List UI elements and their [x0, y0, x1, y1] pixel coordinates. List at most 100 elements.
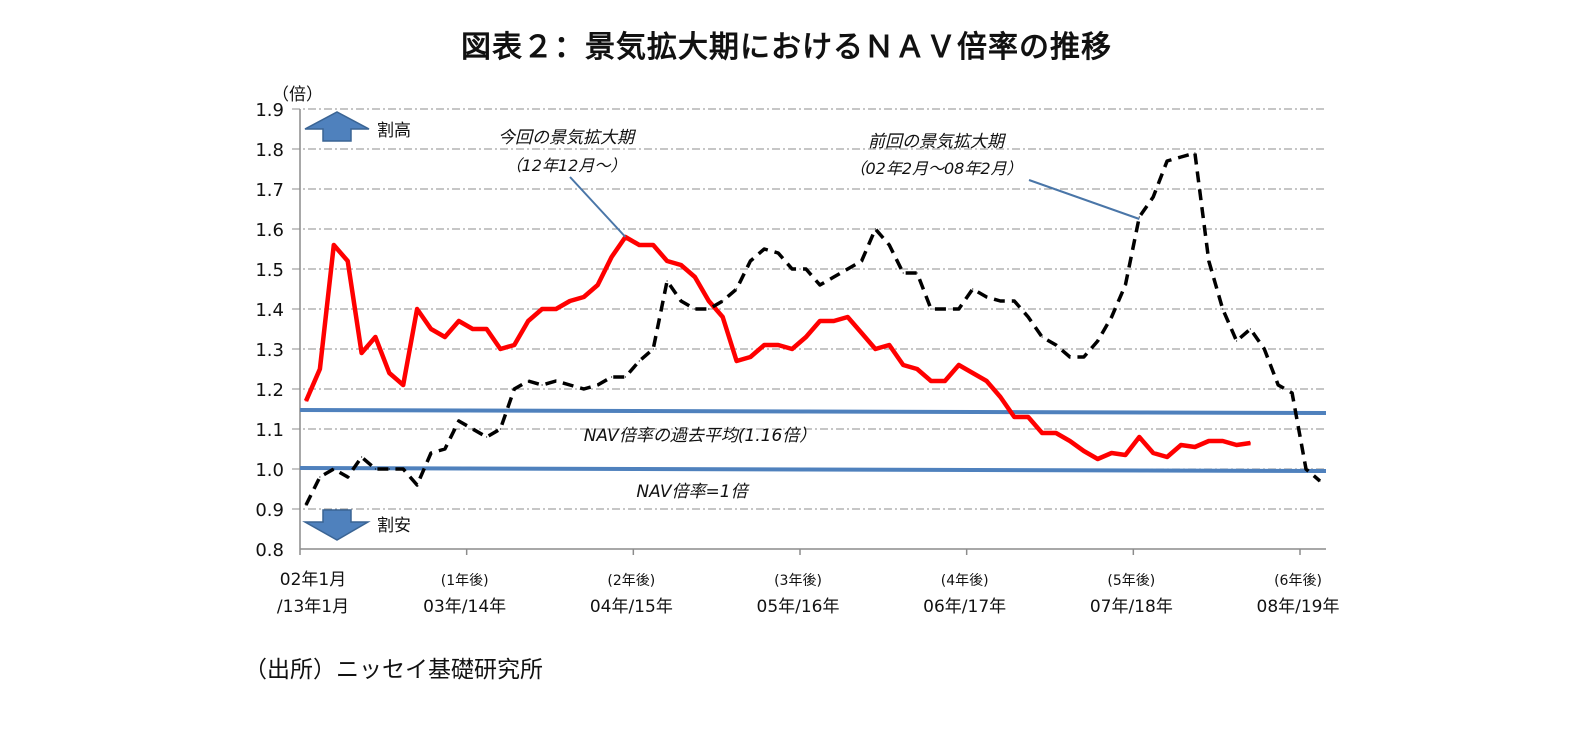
data-point	[694, 308, 696, 310]
data-point	[902, 364, 904, 366]
data-point	[402, 468, 404, 470]
data-point	[1013, 416, 1015, 418]
data-point	[1041, 336, 1043, 338]
data-point	[527, 380, 529, 382]
data-point	[1083, 450, 1085, 452]
y-tick-label: 0.9	[255, 500, 284, 521]
reference-line-label: NAV倍率=1倍	[636, 482, 749, 502]
data-point	[861, 332, 863, 334]
data-point	[833, 276, 835, 278]
data-point	[583, 296, 585, 298]
data-point	[1249, 442, 1251, 444]
data-point	[513, 344, 515, 346]
data-point	[1013, 300, 1015, 302]
reference-line	[299, 466, 1327, 473]
annotation-current-line2: （12年12月～）	[506, 156, 627, 175]
gridlines	[292, 108, 1326, 510]
data-point	[958, 364, 960, 366]
data-point	[749, 356, 752, 358]
data-point	[1236, 444, 1238, 446]
arrow-down-icon	[302, 509, 371, 541]
data-point	[861, 260, 863, 262]
annotation-previous-line1: 前回の景気拡大期	[868, 132, 1007, 152]
data-point	[722, 300, 724, 302]
data-point	[791, 268, 793, 270]
data-point	[874, 228, 877, 230]
x-tick-label-bottom: 05年/16年	[757, 597, 840, 617]
data-point	[958, 308, 960, 310]
data-point	[583, 388, 585, 390]
data-point	[486, 436, 488, 438]
data-point	[1055, 432, 1057, 434]
data-point	[736, 360, 738, 362]
data-point	[777, 252, 779, 254]
data-point	[777, 344, 779, 346]
data-point	[1222, 440, 1224, 442]
data-point	[1208, 260, 1210, 262]
data-point	[569, 300, 571, 302]
reference-line-label: NAV倍率の過去平均(1.16倍）	[584, 426, 817, 446]
y-tick-label: 1.1	[255, 420, 284, 441]
data-point	[638, 244, 640, 246]
x-tick-label-bottom: 03年/14年	[423, 597, 506, 617]
data-point	[1152, 452, 1154, 454]
data-point	[930, 380, 932, 382]
axes	[299, 109, 1326, 555]
data-point	[486, 328, 488, 330]
data-point	[319, 368, 321, 370]
data-point	[361, 352, 363, 354]
data-point	[597, 284, 599, 286]
data-point	[430, 328, 432, 330]
data-point	[1180, 444, 1182, 446]
data-point	[1236, 340, 1238, 342]
data-point	[986, 296, 988, 298]
data-point	[333, 468, 335, 470]
x-tick-label-bottom: /13年1月	[277, 597, 349, 617]
data-point	[527, 320, 529, 322]
data-point	[374, 468, 376, 470]
data-point	[1083, 356, 1085, 358]
data-point	[472, 428, 474, 430]
data-point	[416, 308, 418, 310]
data-point	[944, 308, 946, 310]
data-point	[916, 368, 918, 370]
data-point	[944, 380, 946, 382]
data-point	[1166, 160, 1168, 162]
x-tick-label-top: 02年1月	[280, 570, 346, 590]
data-point	[1263, 348, 1265, 350]
data-point	[1027, 316, 1029, 318]
data-point	[1152, 196, 1154, 198]
data-point	[361, 456, 363, 458]
data-point	[805, 268, 807, 270]
x-tick-label-top: (3年後)	[774, 573, 822, 589]
data-point	[972, 288, 974, 290]
data-point	[930, 308, 932, 310]
data-point	[819, 284, 821, 286]
data-point	[1097, 340, 1099, 342]
data-point	[1041, 432, 1043, 434]
data-point	[791, 348, 793, 350]
data-point	[652, 244, 654, 246]
data-point	[972, 372, 974, 374]
data-point	[472, 328, 474, 330]
data-point	[749, 260, 752, 262]
data-point	[1124, 284, 1126, 286]
data-point	[1124, 454, 1126, 456]
data-point	[666, 260, 668, 262]
y-axis-unit-label: （倍）	[272, 85, 323, 105]
data-point	[847, 268, 849, 270]
marker-label-cheap: 割安	[377, 516, 411, 536]
data-point	[666, 280, 668, 282]
data-point	[694, 276, 696, 278]
arrow-up-icon	[304, 111, 370, 142]
data-point	[541, 308, 543, 310]
data-point	[736, 288, 738, 290]
chart-title: 図表２：景気拡大期におけるＮＡＶ倍率の推移	[461, 30, 1112, 65]
data-point	[458, 320, 460, 322]
x-tick-label-top: (4年後)	[941, 573, 989, 589]
data-point	[1208, 440, 1210, 442]
data-point	[1138, 436, 1140, 438]
y-tick-label: 1.3	[255, 340, 284, 361]
data-point	[888, 344, 890, 346]
